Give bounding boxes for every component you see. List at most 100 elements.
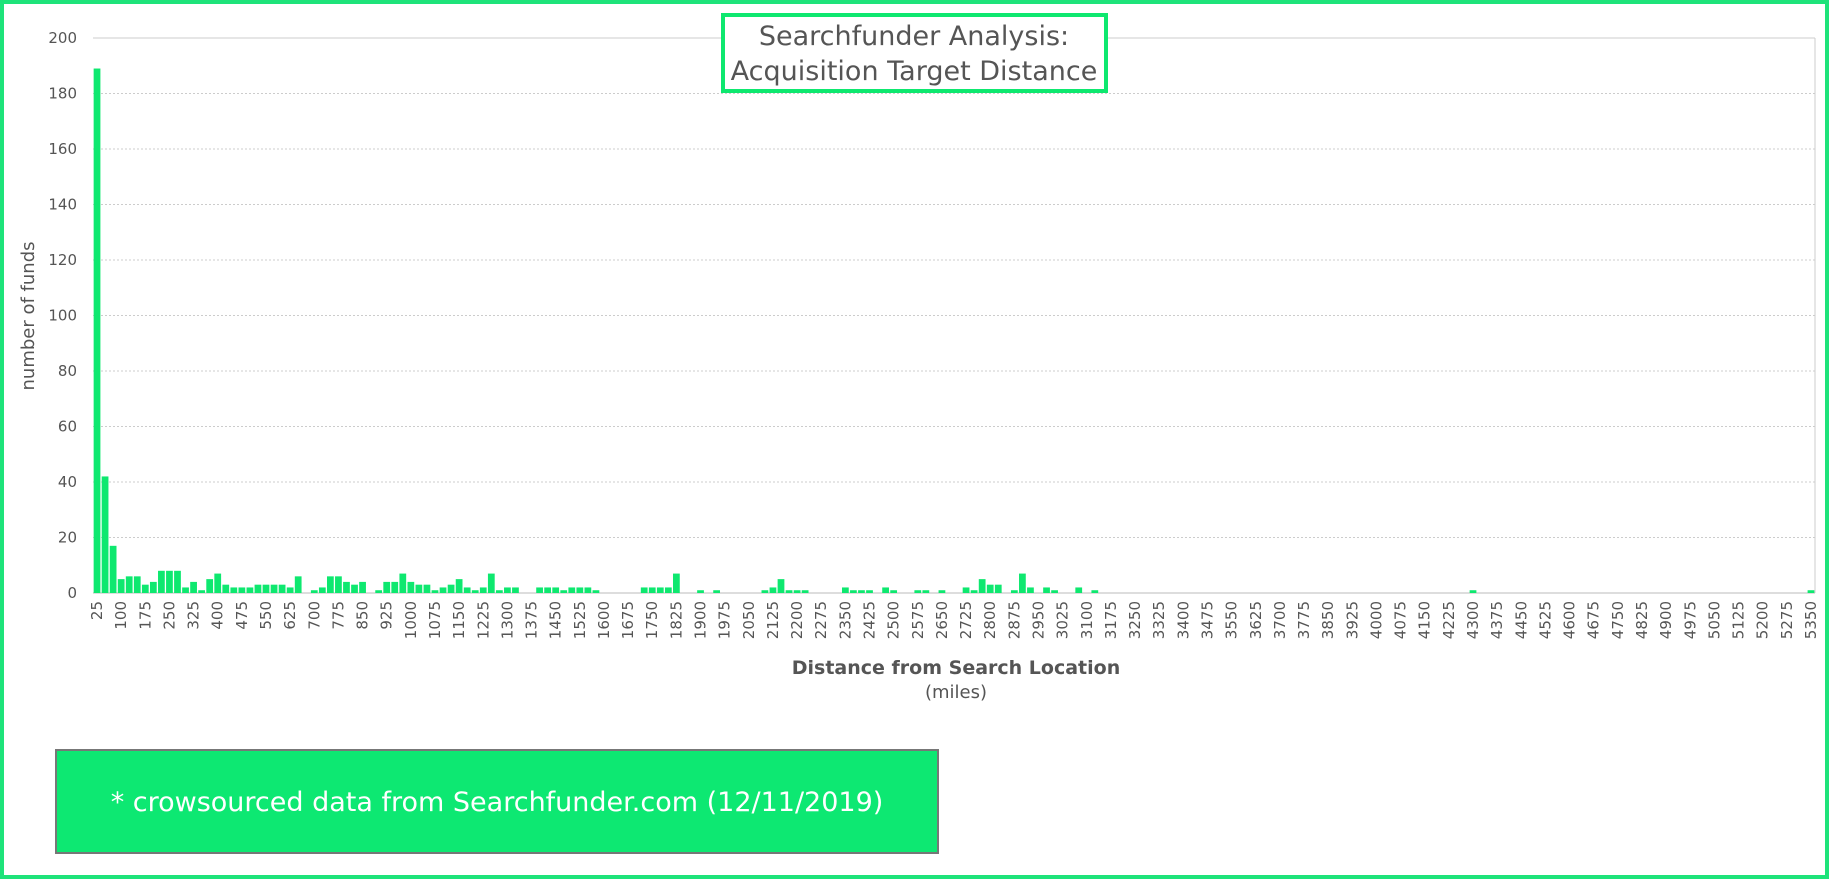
bar: [278, 584, 286, 593]
x-tick-label: 3250: [1126, 601, 1144, 639]
bar: [495, 590, 503, 593]
bar: [294, 576, 302, 593]
bar: [769, 587, 777, 593]
x-tick-label: 5125: [1730, 601, 1748, 639]
bar: [648, 587, 656, 593]
x-tick-label: 5275: [1778, 601, 1796, 639]
bar: [656, 587, 664, 593]
y-tick-label: 160: [48, 140, 77, 158]
bar: [335, 576, 342, 593]
plot-area: 0 20 40 60 80 100 120 140 160 180 200 25 100 175 250 32…: [48, 29, 1820, 639]
bar: [986, 584, 994, 593]
bar: [246, 587, 254, 593]
bar: [286, 587, 294, 593]
bar: [1807, 590, 1815, 593]
x-tick-label: 1225: [474, 601, 492, 639]
bar: [117, 579, 125, 593]
bar: [238, 587, 246, 593]
x-tick-label: 1675: [619, 601, 637, 639]
bar: [914, 590, 922, 593]
x-tick-label: 4750: [1609, 601, 1627, 639]
bar: [994, 584, 1002, 593]
footnote-box: [55, 749, 939, 854]
bar: [471, 590, 479, 593]
bar: [93, 68, 101, 593]
bar: [326, 576, 334, 593]
bar: [1019, 573, 1026, 593]
bar: [1043, 587, 1050, 593]
x-tick-label: 3550: [1223, 601, 1241, 639]
x-tick-label: 1600: [595, 601, 613, 639]
bar: [190, 581, 197, 593]
x-tick-label: 2500: [885, 601, 903, 639]
bar: [463, 587, 471, 593]
chart-title: Acquisition Target Distance: [731, 56, 1098, 87]
bar: [850, 590, 857, 593]
x-tick-label: 4375: [1488, 601, 1506, 639]
x-tick-label: 3625: [1247, 601, 1265, 639]
x-tick-label: 3100: [1078, 601, 1096, 639]
y-tick-label: 60: [58, 418, 77, 436]
bar: [198, 590, 206, 593]
bar: [487, 573, 495, 593]
x-tick-label: 700: [305, 601, 323, 630]
bar: [351, 584, 358, 593]
x-tick-label: 1525: [571, 601, 589, 639]
bar: [109, 545, 117, 593]
y-tick-label: 100: [48, 307, 77, 325]
bar: [125, 576, 133, 593]
x-tick-label: 2575: [909, 601, 927, 639]
x-tick-label: 1900: [692, 601, 710, 639]
bar: [544, 587, 552, 593]
bar: [158, 570, 165, 593]
bar: [866, 590, 873, 593]
bar: [262, 584, 270, 593]
x-tick-label: 250: [160, 601, 178, 630]
bar: [592, 590, 600, 593]
x-tick-label: 2725: [957, 601, 975, 639]
y-tick-label: 80: [58, 362, 77, 380]
bar: [922, 590, 930, 593]
bar: [101, 476, 109, 593]
x-tick-label: 1975: [716, 601, 734, 639]
bar: [1027, 587, 1034, 593]
bar: [318, 587, 326, 593]
bar: [423, 584, 431, 593]
bar: [584, 587, 592, 593]
x-tick-label: 3400: [1174, 601, 1192, 639]
x-tick-label: 1450: [547, 601, 565, 639]
x-tick-label: 400: [209, 601, 227, 630]
bar: [713, 590, 721, 593]
x-axis-label: Distance from Search Location: [792, 657, 1120, 679]
bar: [270, 584, 278, 593]
bar: [1469, 590, 1477, 593]
bar: [447, 584, 455, 593]
bar: [512, 587, 519, 593]
bar: [697, 590, 704, 593]
bar: [962, 587, 970, 593]
x-tick-label: 2275: [812, 601, 830, 639]
x-tick-label: 3475: [1198, 601, 1216, 639]
x-tick-label: 550: [257, 601, 275, 630]
x-tick-label: 175: [136, 601, 154, 630]
bar: [407, 581, 415, 593]
bar: [383, 581, 391, 593]
bar: [399, 573, 407, 593]
chart-title: Searchfunder Analysis:: [759, 21, 1069, 52]
bar: [133, 576, 141, 593]
bar: [141, 584, 149, 593]
x-tick-label: 4225: [1440, 601, 1458, 639]
x-tick-label: 325: [185, 601, 203, 630]
x-tick-label: 4525: [1536, 601, 1554, 639]
bar: [166, 570, 173, 593]
x-tick-label: 3925: [1343, 601, 1361, 639]
bar: [375, 590, 383, 593]
x-tick-label: 3175: [1102, 601, 1120, 639]
bar: [222, 584, 230, 593]
bar: [1010, 590, 1018, 593]
bar: [431, 590, 439, 593]
bar: [1075, 587, 1083, 593]
bar: [882, 587, 889, 593]
bar: [1091, 590, 1099, 593]
bar: [568, 587, 576, 593]
